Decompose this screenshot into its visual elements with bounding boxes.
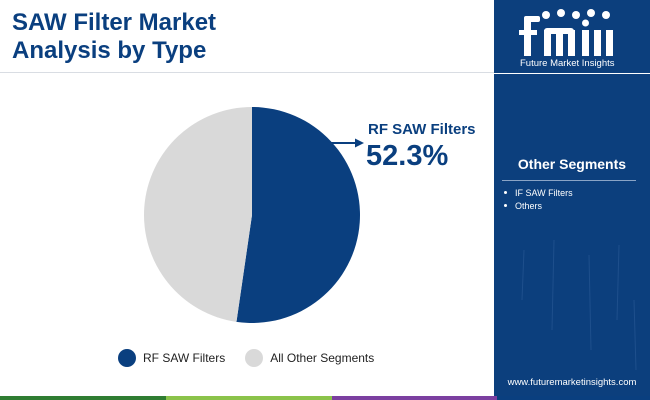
title-line-1: SAW Filter Market <box>12 9 217 36</box>
pie-slices <box>144 107 361 323</box>
pie-slice-all-other-segments <box>144 107 252 322</box>
legend-swatch-all-other-segments <box>245 349 264 367</box>
other-segments-list: IF SAW Filters Others <box>504 187 573 213</box>
segment-item: IF SAW Filters <box>504 187 573 200</box>
other-segments-divider <box>502 180 636 181</box>
pie-chart <box>144 107 364 323</box>
bottom-bar-segment <box>165 396 332 400</box>
fmi-logo <box>519 9 613 56</box>
segment-item-label: Others <box>515 201 543 211</box>
legend-label-rf-saw-filters: RF SAW Filters <box>143 351 226 365</box>
legend-label-all-other-segments: All Other Segments <box>270 351 375 365</box>
other-segments-heading: Other Segments <box>517 156 627 172</box>
logo-wordmark: Future Market Insights <box>520 58 615 69</box>
bottom-bar-segment <box>0 396 166 400</box>
legend-item-rf-saw-filters: RF SAW Filters <box>118 349 225 367</box>
bullet-icon <box>504 191 507 195</box>
callout-value: 52.3% <box>366 140 449 172</box>
website-link[interactable]: www.futuremarketinsights.com <box>507 377 637 388</box>
bottom-bar-segment <box>331 396 498 400</box>
callout-label: RF SAW Filters <box>368 121 476 138</box>
bottom-color-bar <box>0 396 650 400</box>
callout-arrow <box>329 138 364 148</box>
segment-item-label: IF SAW Filters <box>515 188 573 198</box>
legend-swatch-rf-saw-filters <box>118 349 136 367</box>
chart-legend: RF SAW Filters All Other Segments <box>118 348 394 368</box>
header-divider <box>0 72 494 73</box>
title-line-2: Analysis by Type <box>12 37 207 64</box>
bottom-bar-segment <box>497 396 650 400</box>
pie-slice-rf-saw-filters <box>236 107 361 323</box>
bullet-icon <box>504 204 507 208</box>
page-title: SAW Filter Market Analysis by Type <box>12 9 482 65</box>
logo-divider <box>494 73 650 74</box>
segments-sidebar: Future Market Insights Other Segments IF… <box>494 0 650 400</box>
segment-item: Others <box>504 200 573 213</box>
sidebar-texture <box>521 239 637 371</box>
legend-item-all-other-segments: All Other Segments <box>245 349 374 367</box>
